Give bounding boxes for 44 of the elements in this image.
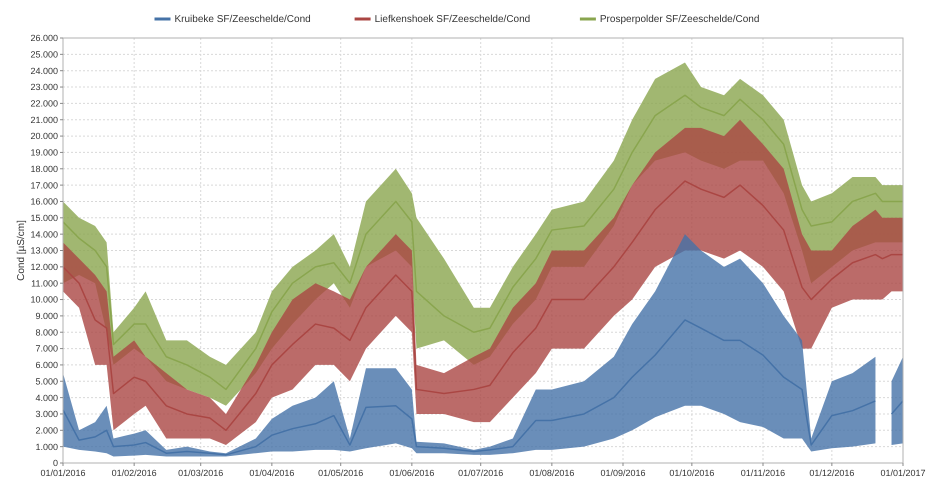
y-tick-label: 17.000 <box>30 180 58 190</box>
y-axis-title: Cond [µS/cm] <box>16 220 27 281</box>
y-tick-label: 11.000 <box>31 278 58 288</box>
y-tick-label: 6.000 <box>35 360 58 370</box>
y-tick-label: 3.000 <box>35 409 58 420</box>
y-tick-label: 1.000 <box>35 442 58 452</box>
y-tick-label: 9.000 <box>35 311 58 322</box>
y-tick-label: 5.000 <box>35 376 58 386</box>
y-tick-label: 25.000 <box>30 49 58 60</box>
y-tick-label: 14.000 <box>30 229 58 240</box>
y-tick-label: 20.000 <box>30 131 58 142</box>
x-tick-label: 01/02/2016 <box>112 468 157 478</box>
y-tick-label: 19.000 <box>30 148 58 158</box>
y-tick-label: 0 <box>52 458 58 468</box>
y-tick-label: 21.000 <box>30 114 58 125</box>
y-tick-label: 26.000 <box>30 33 58 44</box>
x-tick-label: 01/06/2016 <box>389 468 434 478</box>
legend-label: Prosperpolder SF/Zeeschelde/Cond <box>600 14 760 25</box>
y-tick-label: 18.000 <box>30 164 58 174</box>
x-tick-label: 01/01/2016 <box>40 468 86 478</box>
y-tick-label: 24.000 <box>30 66 58 76</box>
y-tick-label: 23.000 <box>30 82 58 92</box>
y-tick-label: 8.000 <box>35 327 58 338</box>
x-tick-label: 01/11/2016 <box>740 468 786 478</box>
y-tick-label: 22.000 <box>30 98 58 109</box>
x-tick-label: 01/03/2016 <box>178 468 224 478</box>
legend-label: Kruibeke SF/Zeeschelde/Cond <box>174 14 311 25</box>
legend-label: Liefkenshoek SF/Zeeschelde/Cond <box>374 14 530 25</box>
y-tick-label: 13.000 <box>30 246 58 256</box>
y-tick-label: 12.000 <box>30 262 58 272</box>
x-tick-label: 01/10/2016 <box>669 468 714 478</box>
y-tick-label: 4.000 <box>35 392 58 403</box>
y-tick-label: 16.000 <box>30 196 58 207</box>
x-tick-label: 01/07/2016 <box>458 468 504 478</box>
x-tick-label: 01/09/2016 <box>600 468 646 478</box>
x-tick-label: 01/12/2016 <box>809 468 854 478</box>
x-tick-label: 01/04/2016 <box>249 468 294 478</box>
x-tick-label: 01/01/2017 <box>880 468 926 478</box>
x-tick-label: 01/05/2016 <box>318 468 364 478</box>
y-tick-label: 7.000 <box>35 344 58 354</box>
y-tick-label: 15.000 <box>30 212 58 223</box>
y-tick-label: 2.000 <box>35 425 58 436</box>
y-tick-label: 10.000 <box>30 294 58 305</box>
x-tick-label: 01/08/2016 <box>529 468 574 478</box>
